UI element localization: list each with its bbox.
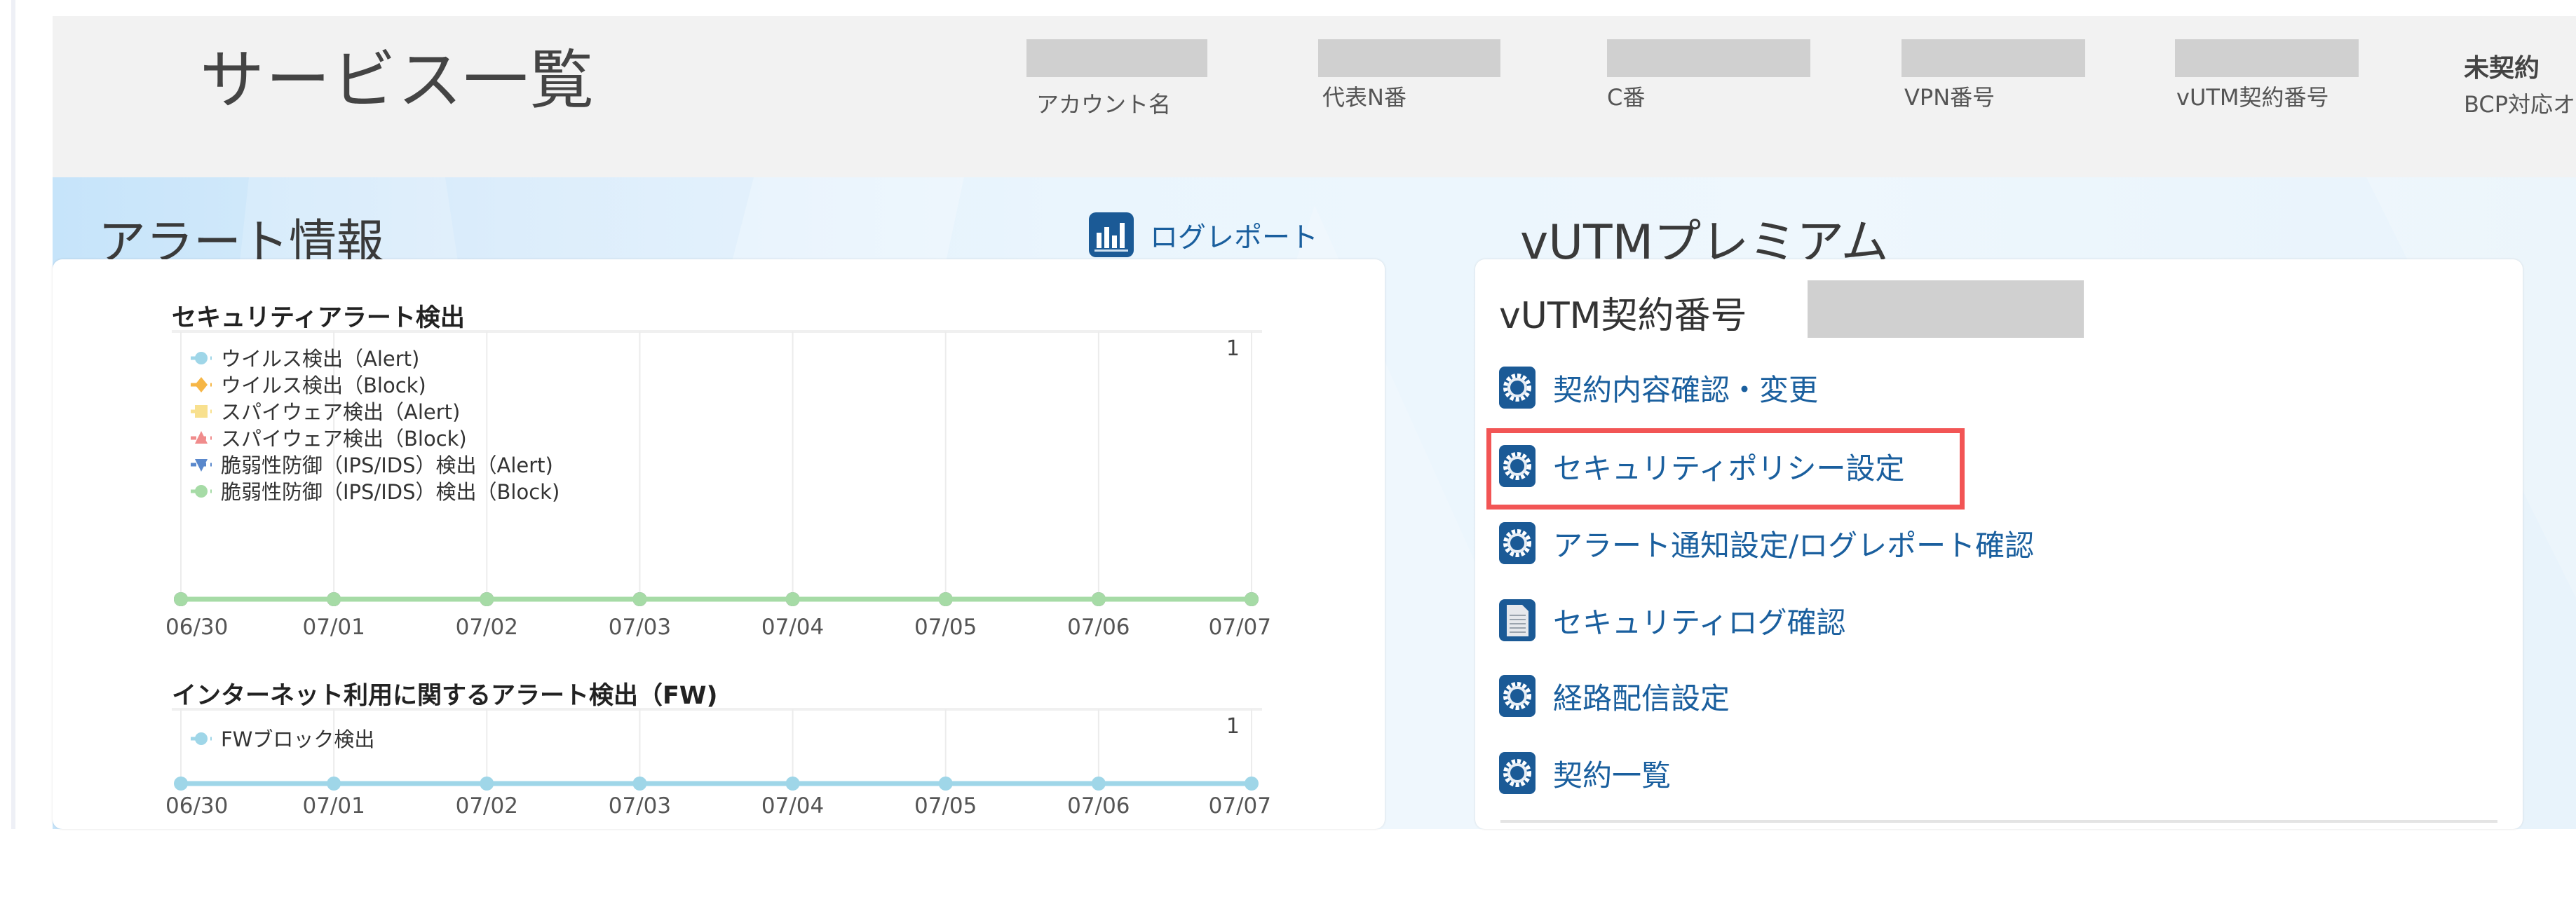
log-report-link[interactable]: ログレポート	[1088, 212, 1318, 258]
data-point	[174, 592, 188, 606]
data-point	[480, 777, 494, 791]
vutm-number-value-redacted	[2175, 39, 2359, 77]
menu-link[interactable]: アラート通知設定/ログレポート確認	[1498, 521, 2034, 565]
alert-charts: セキュリティアラート検出 1 ウイルス検出（Alert) ウイルス検出（Block) ス…	[165, 304, 1271, 819]
y-tick-label: 1	[1226, 714, 1240, 739]
legend-label: ウイルス検出（Alert)	[221, 347, 419, 371]
alert-card: セキュリティアラート検出 1 ウイルス検出（Alert) ウイルス検出（Block) ス…	[53, 259, 1385, 829]
data-point	[480, 592, 494, 606]
legend-marker	[195, 459, 208, 472]
data-point	[1091, 777, 1106, 791]
legend-marker	[195, 732, 208, 745]
vutm-number-label: vUTM契約番号	[2176, 84, 2329, 111]
account-name-value-redacted	[1026, 39, 1207, 77]
gear-icon	[1498, 521, 1536, 565]
legend-label: FWブロック検出	[221, 727, 374, 751]
gear-icon	[1498, 674, 1536, 718]
x-tick-label: 07/03	[609, 615, 671, 640]
x-tick-label: 07/07	[1209, 793, 1271, 819]
x-tick-label: 06/30	[165, 793, 228, 819]
menu-link-label: 経路配信設定	[1553, 681, 1730, 716]
representative-number-value-redacted	[1318, 39, 1500, 77]
data-point	[938, 777, 953, 791]
vpn-number-label: VPN番号	[1904, 84, 1995, 111]
x-tick-label: 07/06	[1067, 615, 1130, 640]
data-point	[1091, 592, 1106, 606]
x-tick-label: 07/01	[302, 615, 365, 640]
vpn-number-value-redacted	[1902, 39, 2085, 77]
y-tick-label: 1	[1226, 336, 1240, 361]
gear-icon	[1498, 751, 1536, 795]
bcp-label: BCP対応オ	[2464, 91, 2576, 118]
legend-label: ウイルス検出（Block)	[221, 374, 426, 397]
data-point	[785, 777, 800, 791]
data-point	[327, 777, 341, 791]
data-point	[174, 777, 188, 791]
legend-label: 脆弱性防御（IPS/IDS）検出（Alert)	[221, 453, 553, 477]
x-tick-label: 07/05	[914, 615, 977, 640]
x-tick-label: 07/03	[609, 793, 671, 819]
menu-link[interactable]: セキュリティポリシー設定	[1498, 444, 1904, 488]
menu-link[interactable]: 契約一覧	[1498, 751, 1671, 795]
c-number-label: C番	[1607, 84, 1646, 111]
data-point	[632, 777, 647, 791]
menu-link[interactable]: 経路配信設定	[1498, 674, 1730, 718]
highlight-box	[1486, 428, 1965, 510]
log-report-label: ログレポート	[1150, 221, 1318, 254]
chart-title: インターネット利用に関するアラート検出（FW)	[172, 682, 718, 710]
c-number-value-redacted	[1607, 39, 1810, 77]
data-point	[1245, 592, 1259, 606]
x-tick-label: 07/02	[456, 615, 518, 640]
menu-link-label: アラート通知設定/ログレポート確認	[1553, 528, 2035, 563]
x-tick-label: 07/04	[761, 615, 824, 640]
x-tick-label: 07/01	[302, 793, 365, 819]
divider	[1500, 820, 2497, 823]
account-name-label: アカウント名	[1036, 91, 1172, 118]
bcp-status: 未契約	[2464, 54, 2540, 83]
vutm-contract-label: vUTM契約番号	[1499, 295, 1747, 337]
gear-icon	[1498, 366, 1536, 409]
menu-link-label: 契約内容確認・変更	[1553, 372, 1819, 407]
left-border	[11, 0, 15, 829]
data-point	[785, 592, 800, 606]
data-point	[1245, 777, 1259, 791]
menu-link-label: セキュリティポリシー設定	[1553, 451, 1905, 486]
x-tick-label: 07/06	[1067, 793, 1130, 819]
page-title: サービス一覧	[200, 43, 596, 118]
document-icon	[1498, 599, 1536, 642]
menu-link-label: セキュリティログ確認	[1553, 605, 1846, 640]
data-point	[327, 592, 341, 606]
menu-link-label: 契約一覧	[1553, 758, 1672, 793]
x-tick-label: 07/02	[456, 793, 518, 819]
data-point	[938, 592, 953, 606]
bar-chart-icon	[1089, 212, 1134, 257]
x-tick-label: 07/07	[1209, 615, 1271, 640]
legend-label: 脆弱性防御（IPS/IDS）検出（Block)	[221, 480, 560, 504]
chart-title: セキュリティアラート検出	[172, 304, 465, 332]
legend-marker	[195, 405, 208, 418]
menu-link[interactable]: セキュリティログ確認	[1498, 599, 1845, 642]
data-point	[632, 592, 647, 606]
vutm-contract-value-redacted	[1808, 280, 2084, 338]
legend-marker	[195, 485, 208, 498]
x-tick-label: 07/05	[914, 793, 977, 819]
gear-icon	[1498, 444, 1536, 488]
legend-label: スパイウェア検出（Alert)	[221, 400, 460, 424]
legend-label: スパイウェア検出（Block)	[221, 427, 467, 451]
legend-marker	[195, 431, 208, 444]
legend-marker	[195, 352, 208, 364]
representative-number-label: 代表N番	[1322, 84, 1406, 111]
x-tick-label: 06/30	[165, 615, 228, 640]
vutm-card	[1475, 259, 2523, 829]
menu-link[interactable]: 契約内容確認・変更	[1498, 366, 1818, 409]
x-tick-label: 07/04	[761, 793, 824, 819]
legend-marker	[195, 377, 208, 392]
page-header	[53, 16, 2576, 179]
